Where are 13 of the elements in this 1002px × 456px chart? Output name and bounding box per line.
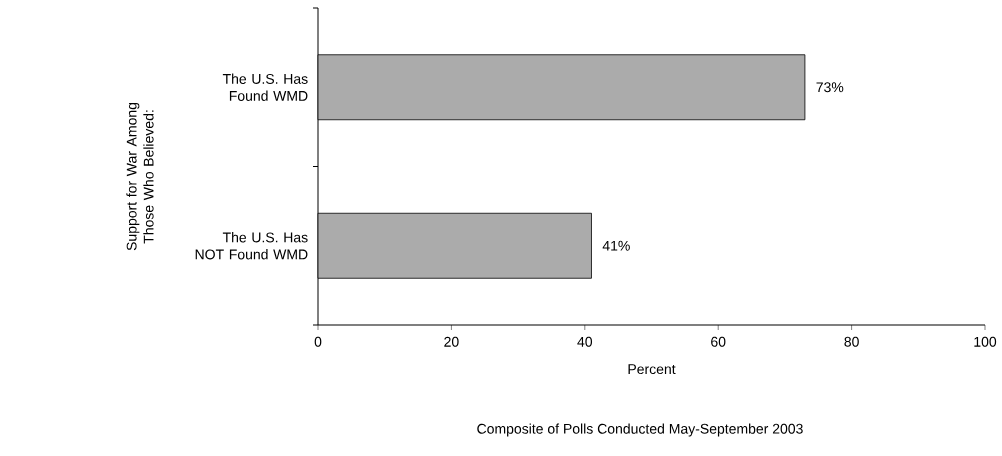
x-tick-label: 80: [844, 336, 859, 347]
y-tick-label: The U.S. Has NOT Found WMD: [195, 232, 308, 260]
x-tick-label: 60: [711, 336, 726, 347]
x-tick-label: 100: [974, 336, 997, 347]
x-tick-label: 20: [444, 336, 459, 347]
y-tick-label: The U.S. Has Found WMD: [222, 73, 308, 101]
text: Composite of Polls Conducted May-September 2003: [477, 423, 803, 437]
x-tick-label: 40: [577, 336, 593, 347]
y-axis-title: Support for War Among Those Who Believed:: [126, 102, 154, 251]
data-label: 73%: [816, 82, 844, 93]
data-label: 41%: [602, 240, 630, 251]
x-axis-title: Percent: [628, 364, 676, 375]
x-tick-label: 0: [314, 336, 322, 347]
